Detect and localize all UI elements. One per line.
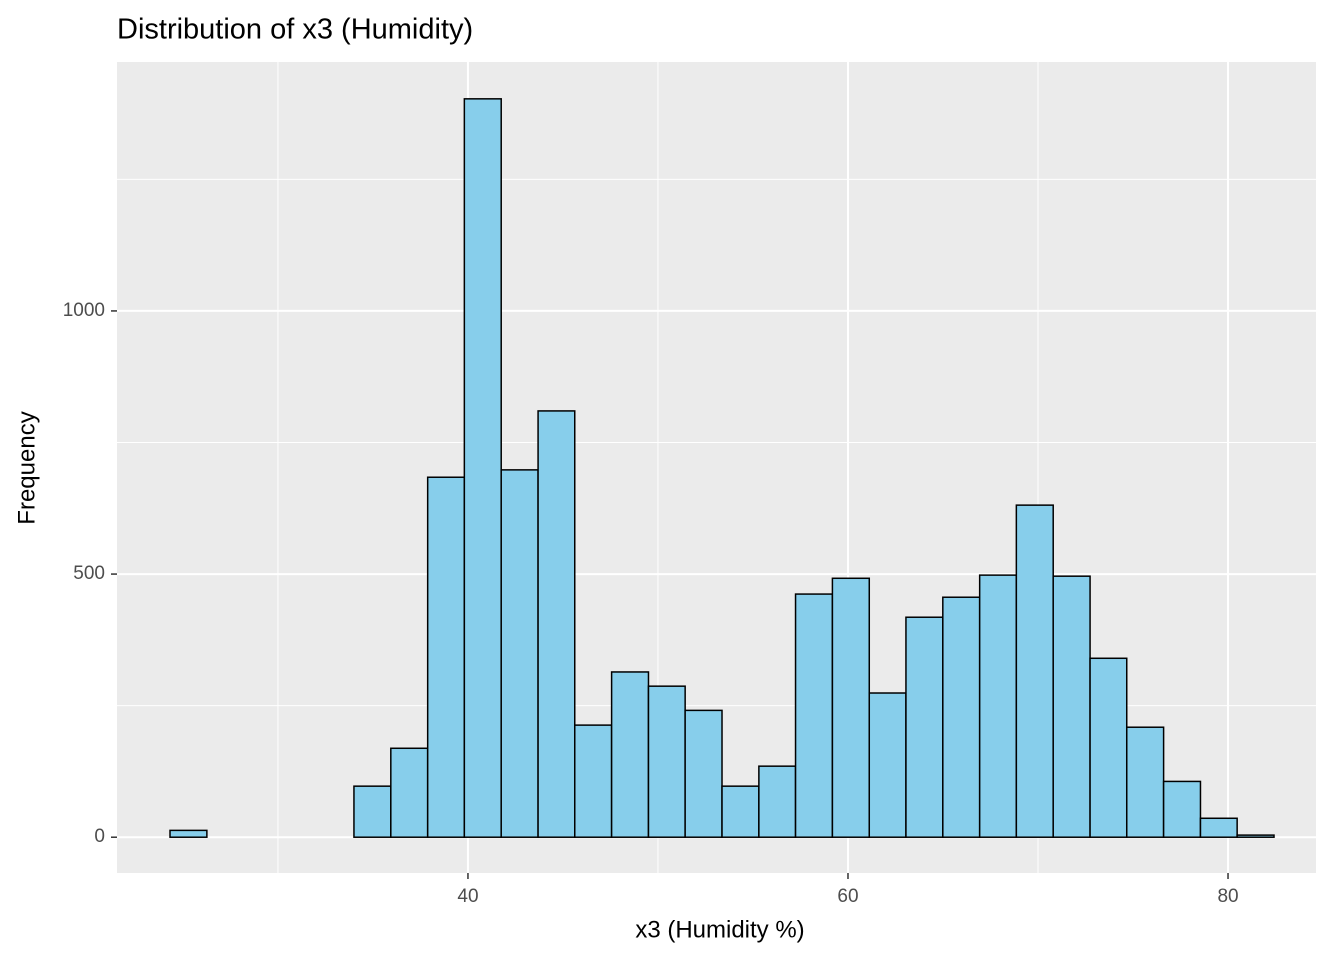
bar bbox=[721, 785, 760, 838]
y-tick-label: 1000 bbox=[63, 300, 105, 321]
bar bbox=[1052, 575, 1091, 838]
bar bbox=[978, 574, 1018, 838]
bar bbox=[463, 98, 502, 838]
x-tick-label: 40 bbox=[457, 886, 478, 907]
y-tick-label: 500 bbox=[73, 563, 105, 584]
bar bbox=[169, 829, 208, 838]
bar bbox=[942, 596, 981, 838]
bar bbox=[390, 747, 429, 838]
bar bbox=[905, 616, 944, 838]
bar bbox=[794, 593, 834, 838]
bar bbox=[1162, 780, 1202, 838]
y-axis-label: Frequency bbox=[13, 411, 40, 524]
bar bbox=[1125, 726, 1165, 838]
bar bbox=[868, 692, 907, 838]
x-tick-label: 60 bbox=[837, 886, 858, 907]
bar bbox=[573, 724, 613, 838]
bar bbox=[831, 577, 871, 838]
bar bbox=[1015, 504, 1054, 838]
bar bbox=[500, 469, 539, 838]
y-tick-label: 0 bbox=[94, 826, 105, 847]
bar bbox=[353, 785, 392, 838]
bar bbox=[758, 765, 797, 838]
bar bbox=[647, 685, 686, 838]
bar bbox=[684, 709, 723, 838]
x-tick-label: 80 bbox=[1217, 886, 1238, 907]
chart-title: Distribution of x3 (Humidity) bbox=[117, 14, 473, 46]
bar bbox=[1089, 657, 1128, 838]
bar bbox=[537, 410, 576, 838]
bar bbox=[426, 476, 466, 838]
x-axis-label: x3 (Humidity %) bbox=[635, 916, 804, 943]
bar bbox=[1236, 834, 1275, 838]
bar bbox=[610, 671, 650, 838]
bar bbox=[1199, 817, 1238, 838]
